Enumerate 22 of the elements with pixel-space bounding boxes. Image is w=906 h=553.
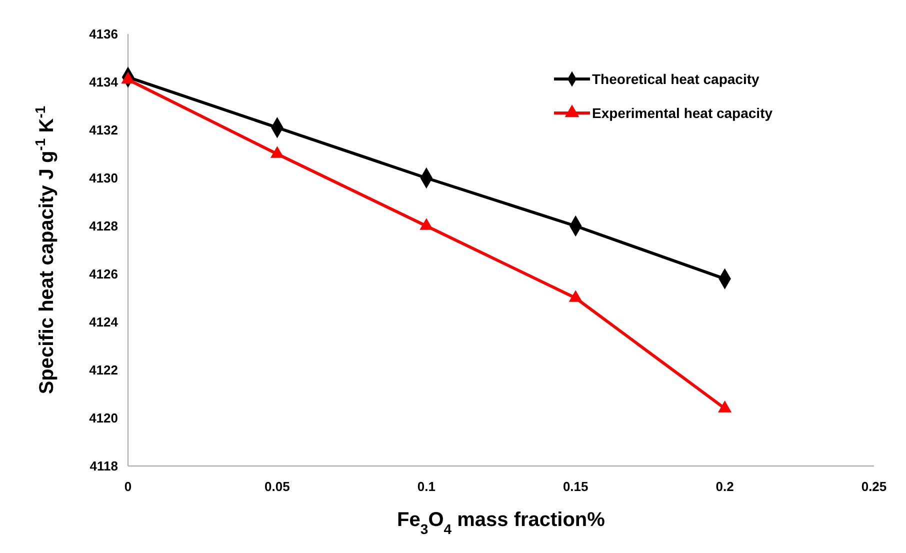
y-tick-label: 4134 <box>89 74 119 90</box>
y-tick-label: 4122 <box>89 362 118 378</box>
y-tick-label: 4126 <box>89 266 118 282</box>
point <box>420 218 434 230</box>
point <box>718 400 732 412</box>
y-tick-label: 4130 <box>89 170 118 186</box>
y-tick-label: 4124 <box>89 314 119 330</box>
y-tick-label: 4128 <box>89 218 118 234</box>
y-tick-label: 4136 <box>89 26 118 42</box>
x-tick-label: 0.05 <box>264 479 290 494</box>
x-axis-title: Fe$_{3}$O$_{4}$ mass fraction% <box>397 509 606 537</box>
x-tick-label: 0.2 <box>716 479 734 494</box>
x-tick-label: 0.1 <box>417 479 436 494</box>
legend-label: Experimental heat capacity <box>592 104 773 121</box>
y-tick-label: 4132 <box>89 122 118 138</box>
legend-label: Theoretical heat capacity <box>592 70 760 87</box>
x-tick-label: 0.25 <box>861 479 887 494</box>
point <box>568 290 582 302</box>
y-tick-label: 4120 <box>89 410 118 426</box>
x-tick-label: 0 <box>124 479 132 494</box>
y-tick-label: 4118 <box>90 458 118 474</box>
x-tick-label: 0.15 <box>562 479 588 494</box>
